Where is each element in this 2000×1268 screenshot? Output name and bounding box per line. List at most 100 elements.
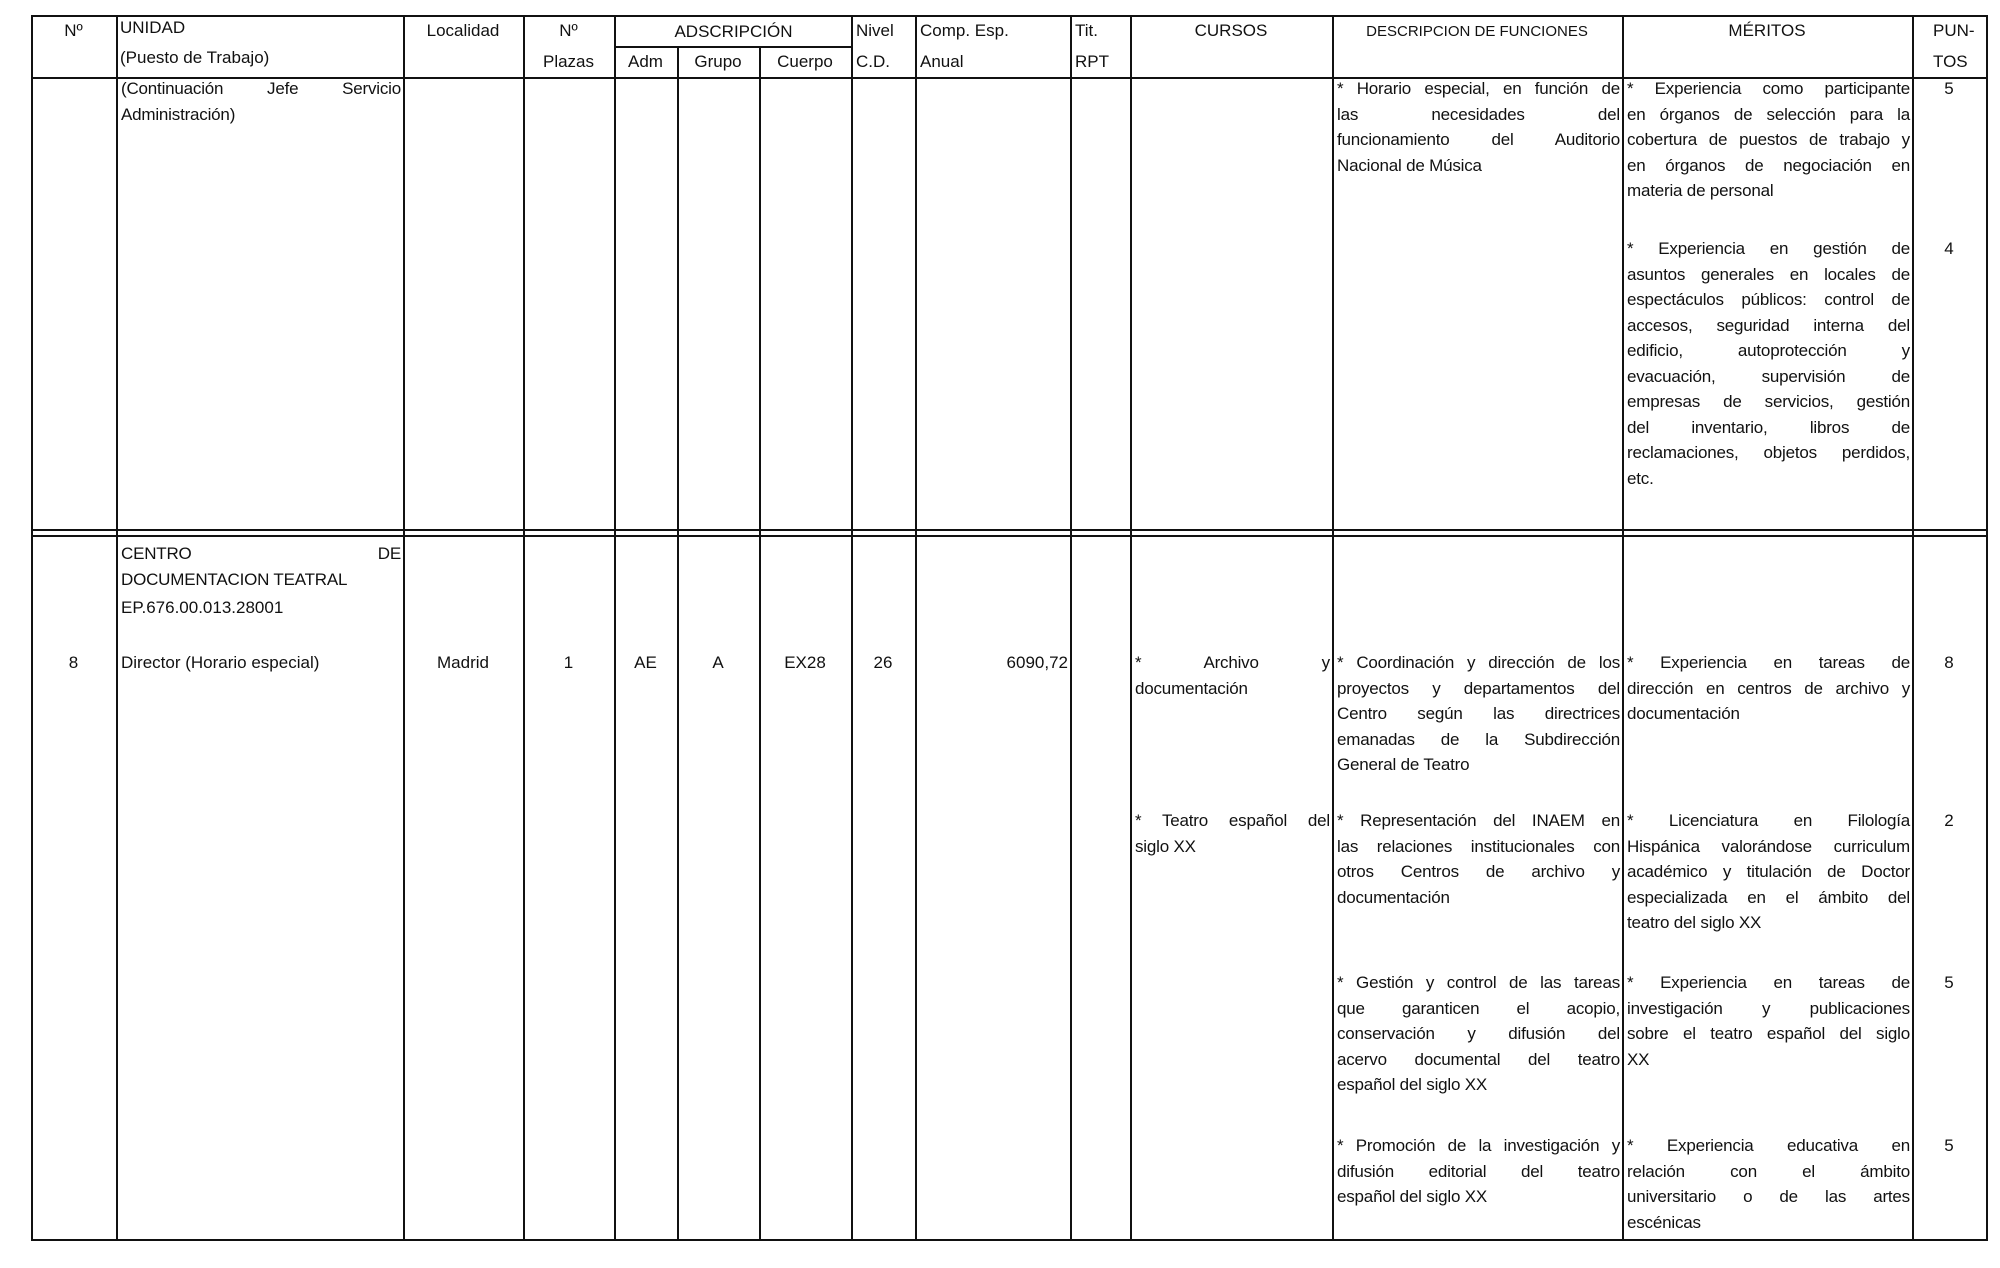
text-line: CENTRO DE <box>121 544 401 563</box>
continuation-unidad: (Continuación Jefe Servicio Administració… <box>121 76 401 127</box>
header-puntos-1: PUN- <box>1933 21 1975 40</box>
text-line: español del siglo XX <box>1337 1187 1488 1206</box>
col-line <box>614 15 616 1241</box>
text-line: sobre el teatro español del siglo <box>1627 1024 1910 1043</box>
header-n: Nº <box>64 21 83 40</box>
text-line: dirección en centros de archivo y <box>1627 678 1910 698</box>
col-line <box>1070 15 1072 1241</box>
header-cursos: CURSOS <box>1194 21 1268 40</box>
row-plazas: 1 <box>563 653 574 672</box>
section-unidad-title: CENTRO DE DOCUMENTACION TEATRAL <box>121 541 401 592</box>
text-line: investigación y publicaciones <box>1627 998 1910 1018</box>
text-line: las relaciones institucionales con <box>1337 836 1620 856</box>
text-line: siglo XX <box>1135 836 1196 856</box>
row-localidad: Madrid <box>437 653 489 672</box>
text-line: acervo documental del teatro <box>1337 1049 1620 1069</box>
continuation-puntos-2: 4 <box>1944 239 1954 258</box>
header-meritos: MÉRITOS <box>1728 21 1806 40</box>
merito-4: * Experiencia educativa en relación con e… <box>1627 1133 1910 1235</box>
text-line: XX <box>1627 1049 1650 1069</box>
section-divider-2 <box>31 535 1988 537</box>
text-line: * Experiencia en tareas de <box>1627 973 1910 992</box>
header-descripcion: DESCRIPCION DE FUNCIONES <box>1366 23 1588 40</box>
header-n-plazas-1: Nº <box>559 21 578 40</box>
text-line: conservación y difusión del <box>1337 1024 1620 1043</box>
text-line: emanadas de la Subdirección <box>1337 729 1620 749</box>
text-line: difusión editorial del teatro <box>1337 1161 1620 1181</box>
adscripcion-divider <box>614 46 853 48</box>
continuation-descripcion-1: * Horario especial, en función de las nec… <box>1337 76 1620 178</box>
text-line: etc. <box>1627 468 1654 488</box>
merito-2: * Licenciatura en Filología Hispánica val… <box>1627 808 1910 936</box>
text-line: * Horario especial, en función de <box>1337 79 1620 98</box>
row-comp: 6090,72 <box>1006 653 1068 672</box>
header-adm: Adm <box>628 52 663 71</box>
table-top-border <box>31 15 1988 17</box>
text-line: * Licenciatura en Filología <box>1627 811 1910 830</box>
header-cuerpo: Cuerpo <box>777 52 833 71</box>
text-line: * Teatro español del <box>1135 811 1330 830</box>
header-nivel-1: Nivel <box>856 21 894 40</box>
text-line: * Experiencia como participante <box>1627 79 1910 98</box>
puntos-4: 5 <box>1944 1136 1954 1155</box>
row-nivel: 26 <box>873 653 893 672</box>
header-unidad: UNIDAD <box>120 18 186 37</box>
header-comp-2: Anual <box>920 52 964 71</box>
merito-1: * Experiencia en tareas de dirección en c… <box>1627 650 1910 727</box>
header-adscripcion: ADSCRIPCIÓN <box>674 22 793 41</box>
col-line <box>1912 15 1914 1241</box>
text-line: materia de personal <box>1627 181 1774 200</box>
text-line: * Archivo y <box>1135 653 1330 672</box>
continuation-puntos-1: 5 <box>1944 79 1954 98</box>
text-line: en órganos de selección para la <box>1627 104 1910 124</box>
section-divider-1 <box>31 529 1988 531</box>
text-line: Hispánica valorándose curriculum <box>1627 836 1910 856</box>
curso-2: * Teatro español del siglo XX <box>1135 808 1330 859</box>
text-line: * Experiencia en tareas de <box>1627 653 1910 672</box>
text-line: proyectos y departamentos del <box>1337 678 1620 698</box>
text-line: empresas de servicios, gestión <box>1627 392 1910 411</box>
row-adm: AE <box>634 653 657 672</box>
header-tit-2: RPT <box>1075 52 1109 71</box>
text-line: DOCUMENTACION TEATRAL <box>121 569 348 589</box>
continuation-merito-1: * Experiencia como participante en órgano… <box>1627 76 1910 204</box>
text-line: accesos, seguridad interna del <box>1627 315 1910 335</box>
header-puntos-2: TOS <box>1933 52 1968 71</box>
text-line: Nacional de Música <box>1337 155 1482 175</box>
text-line: las necesidades del <box>1337 104 1620 124</box>
text-line: especializada en el ámbito del <box>1627 887 1910 907</box>
text-line: Administración) <box>121 104 236 124</box>
header-tit-1: Tit. <box>1075 21 1098 40</box>
text-line: evacuación, supervisión de <box>1627 366 1910 386</box>
col-line <box>523 15 525 1241</box>
row-n: 8 <box>68 653 79 672</box>
text-line: otros Centros de archivo y <box>1337 862 1620 881</box>
text-line: * Experiencia en gestión de <box>1627 239 1910 258</box>
text-line: cobertura de puestos de trabajo y <box>1627 130 1910 149</box>
merito-3: * Experiencia en tareas de investigación … <box>1627 970 1910 1072</box>
header-n-plazas-2: Plazas <box>542 52 595 71</box>
text-line: teatro del siglo XX <box>1627 913 1762 932</box>
col-line <box>116 15 118 1241</box>
text-line: Centro según las directrices <box>1337 704 1620 723</box>
text-line: reclamaciones, objetos perdidos, <box>1627 443 1910 462</box>
row-grupo: A <box>712 653 724 672</box>
text-line: edificio, autoprotección y <box>1627 341 1910 360</box>
text-line: documentación <box>1627 704 1740 723</box>
table-bottom-border <box>31 1239 1988 1241</box>
col-line <box>1332 15 1334 1241</box>
col-line <box>1622 15 1624 1241</box>
text-line: académico y titulación de Doctor <box>1627 862 1910 881</box>
text-line: * Coordinación y dirección de los <box>1337 653 1620 672</box>
text-line: en órganos de negociación en <box>1627 155 1910 175</box>
text-line: * Gestión y control de las tareas <box>1337 973 1620 992</box>
col-line <box>403 15 405 1241</box>
text-line: universitario o de las artes <box>1627 1187 1910 1206</box>
curso-1: * Archivo y documentación <box>1135 650 1330 701</box>
section-code: EP.676.00.013.28001 <box>121 598 284 617</box>
header-comp-1: Comp. Esp. <box>920 21 1009 40</box>
text-line: espectáculos públicos: control de <box>1627 290 1910 309</box>
text-line: General de Teatro <box>1337 755 1470 774</box>
row-cuerpo: EX28 <box>784 653 826 672</box>
text-line: relación con el ámbito <box>1627 1161 1910 1181</box>
